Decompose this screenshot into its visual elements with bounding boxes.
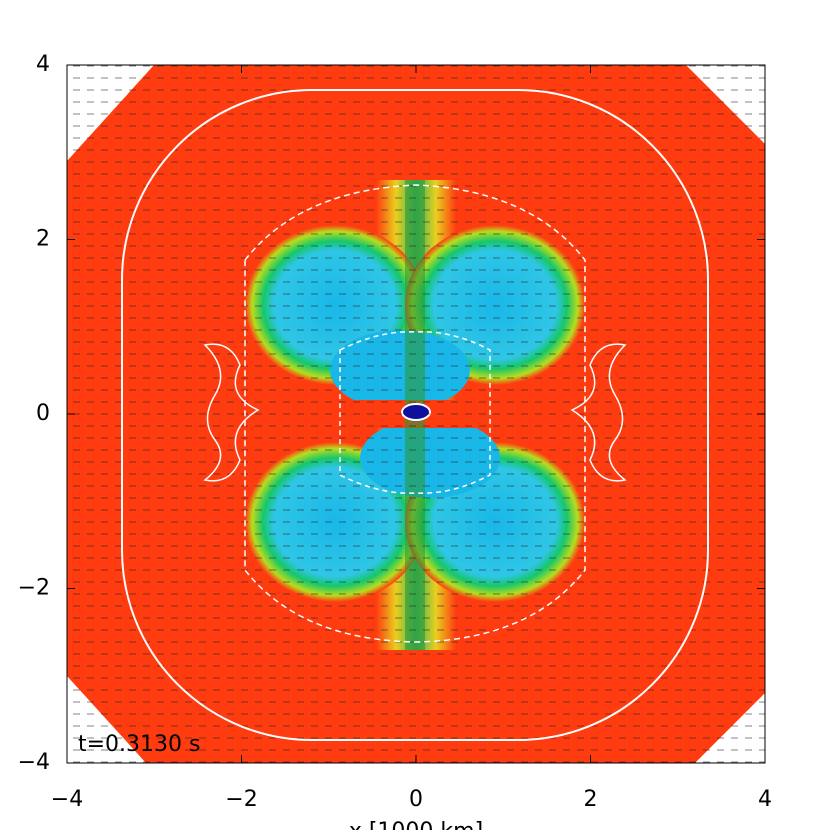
contour [244,184,586,643]
y-tick-label: 2 [36,227,50,252]
x-tick-label: 4 [758,787,772,812]
field [67,65,765,763]
y-tick-label: 4 [36,52,50,77]
x-tick-label: −2 [225,787,257,812]
y-tick-label: 0 [36,401,50,426]
annotation: t=0.3130 s [78,732,201,757]
x-tick-label: −4 [51,787,83,812]
x-tick-label: 2 [584,787,598,812]
velocity-field [67,65,765,763]
x-tick-label: 0 [409,787,423,812]
contour [203,343,627,482]
y-tick-label: −4 [18,750,50,775]
contour [339,331,491,494]
contour [121,89,709,741]
y-tick-label: −2 [18,576,50,601]
x-axis-label: x [1000 km] [349,819,483,830]
